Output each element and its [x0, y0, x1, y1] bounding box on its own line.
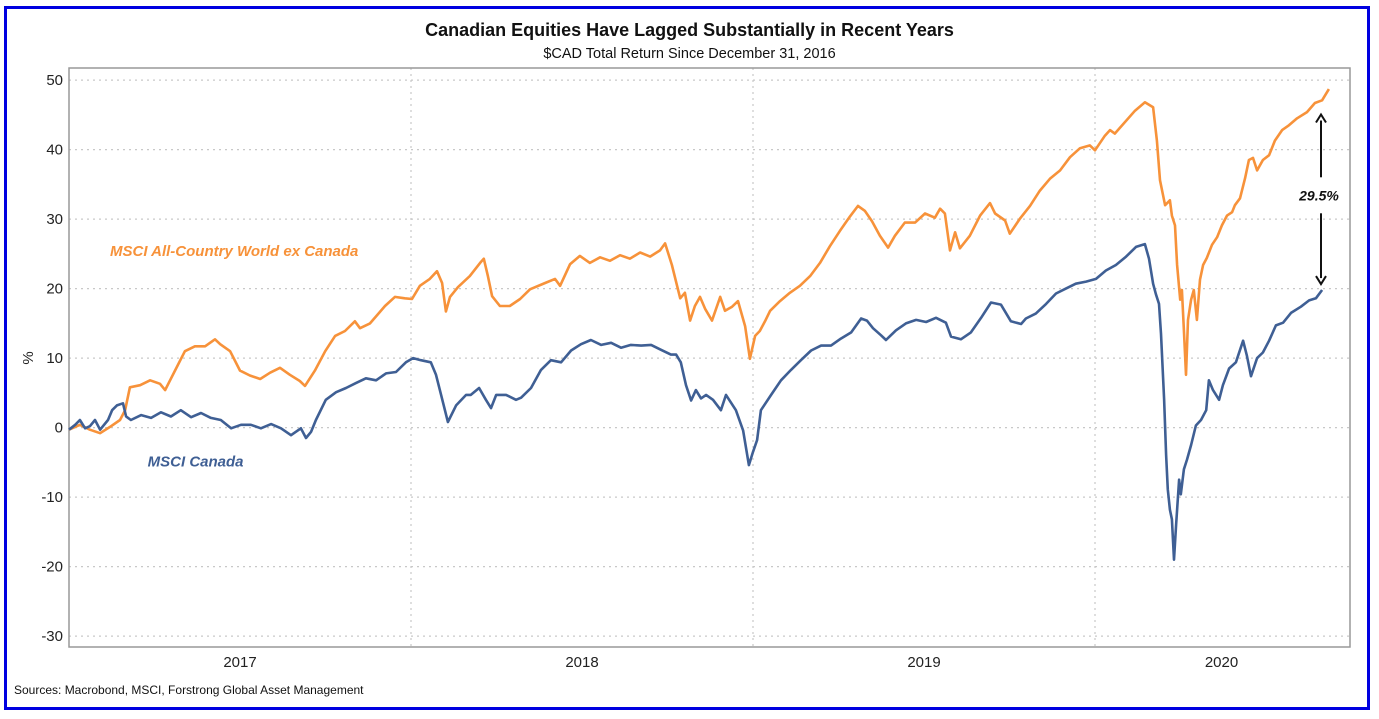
series-label-acwi-ex-canada: MSCI All-Country World ex Canada	[110, 243, 358, 260]
y-tick-label: 50	[46, 72, 63, 89]
x-tick-label: 2019	[907, 654, 940, 671]
x-tick-label: 2020	[1205, 654, 1238, 671]
y-tick-label: 40	[46, 142, 63, 159]
series-label-msci-canada: MSCI Canada	[148, 454, 244, 471]
plot-border	[68, 67, 1351, 648]
source-note: Sources: Macrobond, MSCI, Forstrong Glob…	[14, 683, 364, 697]
y-tick-label: 0	[55, 420, 63, 437]
series-labels: MSCI All-Country World ex Canada MSCI Can…	[110, 243, 358, 471]
gap-annotation-label: 29.5%	[1298, 187, 1339, 203]
gap-annotation: 29.5%	[1298, 112, 1339, 286]
series-line-msci-canada	[68, 242, 1324, 561]
arrow-down-head-icon	[1315, 275, 1327, 286]
series-lines	[68, 88, 1331, 561]
y-tick-label: -30	[41, 628, 63, 645]
y-tick-label: 10	[46, 350, 63, 367]
x-tick-label: 2017	[223, 654, 256, 671]
series-line-acwi-ex-canada	[68, 88, 1331, 435]
x-tick-label: 2018	[565, 654, 598, 671]
y-tick-label: -10	[41, 489, 63, 506]
grid	[69, 68, 1350, 647]
chart-frame	[4, 6, 1370, 710]
y-tick-label: 20	[46, 281, 63, 298]
arrow-up-head-icon	[1315, 112, 1327, 124]
x-axis-ticks: 2017 2018 2019 2020	[223, 654, 1238, 671]
y-tick-label: -20	[41, 559, 63, 576]
y-tick-label: 30	[46, 211, 63, 228]
y-axis-label: %	[20, 351, 37, 364]
chart-subtitle: $CAD Total Return Since December 31, 201…	[543, 46, 836, 62]
y-axis-ticks: 50 40 30 20 10 0 -10 -20 -30	[41, 72, 63, 645]
chart-title: Canadian Equities Have Lagged Substantia…	[425, 20, 954, 40]
